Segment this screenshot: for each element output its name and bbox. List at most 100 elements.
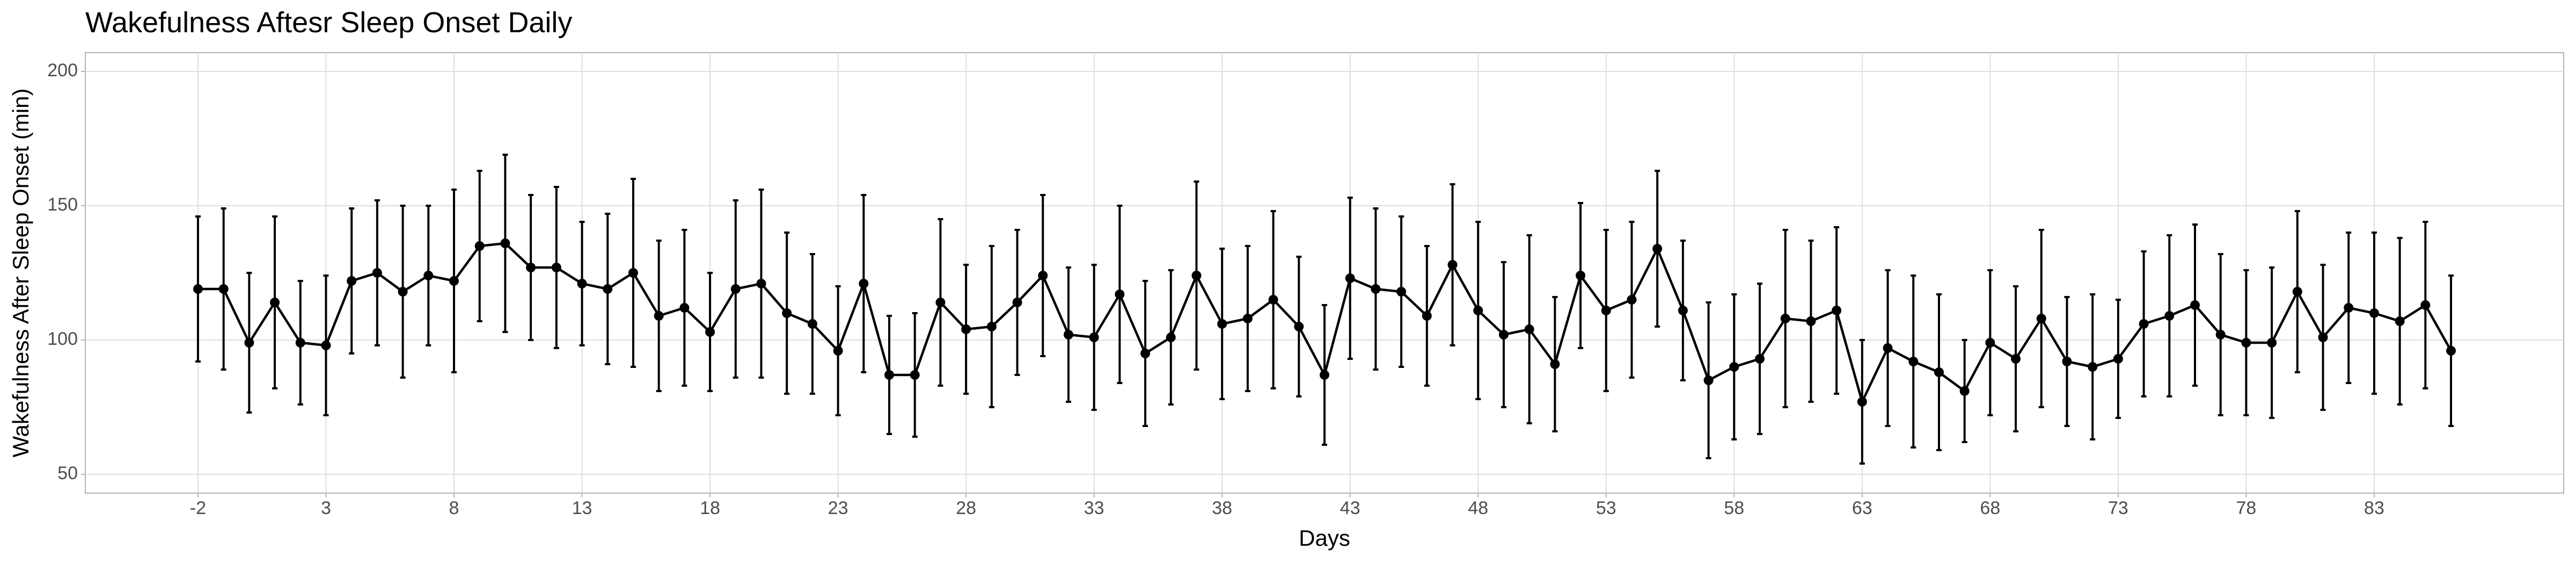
point	[1063, 330, 1073, 339]
point	[1806, 316, 1816, 326]
point	[1832, 306, 1842, 315]
point	[193, 284, 203, 294]
x-tick-label: 33	[1084, 498, 1104, 518]
point	[577, 279, 587, 288]
x-axis-title: Days	[1299, 525, 1350, 551]
point	[2113, 354, 2123, 364]
point	[730, 284, 741, 294]
x-tick-label: -2	[190, 498, 206, 518]
point	[1191, 271, 1202, 280]
point	[2190, 300, 2200, 310]
x-tick-label: 38	[1212, 498, 1232, 518]
point	[1576, 271, 1586, 280]
x-tick-label: 28	[956, 498, 976, 518]
point	[1115, 290, 1125, 299]
point	[347, 276, 357, 286]
point	[1550, 359, 1560, 369]
y-tick-label: 150	[47, 194, 78, 215]
x-tick-label: 43	[1340, 498, 1360, 518]
point	[2420, 300, 2431, 310]
point	[782, 308, 792, 318]
panel-border	[85, 52, 2564, 494]
x-tick-label: 58	[1724, 498, 1744, 518]
point	[859, 279, 869, 288]
point	[1959, 386, 1970, 396]
point	[654, 311, 664, 321]
point	[1089, 332, 1099, 342]
point	[2139, 319, 2149, 329]
point	[398, 287, 408, 297]
point	[1985, 338, 1995, 348]
point	[2344, 303, 2354, 313]
point	[551, 263, 561, 272]
point	[1371, 284, 1381, 294]
point	[474, 241, 485, 251]
point	[1703, 375, 1714, 385]
x-tick-label: 68	[1980, 498, 2000, 518]
point	[1166, 332, 1176, 342]
point	[1396, 287, 1407, 297]
point	[1934, 367, 1944, 377]
point	[1217, 319, 1227, 329]
point	[1422, 311, 1432, 321]
point	[321, 341, 331, 350]
point	[1320, 370, 1329, 380]
point	[833, 346, 843, 356]
point	[1857, 397, 1867, 407]
point	[961, 324, 971, 334]
y-tick-label: 100	[47, 329, 78, 349]
point	[2011, 354, 2021, 364]
point	[1652, 244, 1663, 254]
point	[1627, 295, 1637, 305]
point	[1678, 306, 1688, 315]
point	[372, 268, 382, 278]
x-tick-label: 8	[449, 498, 459, 518]
point	[449, 276, 459, 286]
point	[2241, 338, 2251, 348]
point	[1473, 306, 1483, 315]
point	[1601, 306, 1611, 315]
point	[526, 263, 536, 272]
point	[884, 370, 894, 380]
point	[295, 338, 305, 348]
x-tick-label: 63	[1852, 498, 1872, 518]
point	[807, 319, 817, 329]
point	[756, 279, 766, 288]
point	[1780, 314, 1790, 323]
point	[2164, 311, 2175, 321]
point	[986, 322, 997, 331]
point	[423, 271, 434, 280]
point	[1268, 295, 1278, 305]
x-tick-label: 78	[2236, 498, 2257, 518]
y-tick-label: 200	[47, 60, 78, 81]
point	[2446, 346, 2456, 356]
point	[1729, 362, 1739, 372]
point	[1908, 357, 1919, 366]
point	[2036, 314, 2046, 323]
point	[1755, 354, 1765, 364]
point	[910, 370, 920, 380]
point	[2062, 357, 2072, 366]
x-tick-label: 3	[321, 498, 331, 518]
point	[244, 338, 254, 348]
x-tick-label: 48	[1468, 498, 1488, 518]
point	[2395, 316, 2405, 326]
y-tick-label: 50	[57, 463, 78, 483]
point	[1242, 314, 1253, 323]
point	[218, 284, 229, 294]
point	[1883, 343, 1893, 353]
point	[1294, 322, 1304, 331]
point	[2215, 330, 2226, 339]
point	[2369, 308, 2379, 318]
point	[705, 327, 715, 337]
point	[1498, 330, 1509, 339]
y-axis-title: Wakefulness After Sleep Onset (min)	[8, 88, 33, 457]
point	[270, 298, 280, 307]
point	[2088, 362, 2098, 372]
point	[1140, 349, 1151, 358]
point	[2318, 332, 2328, 342]
point	[603, 284, 613, 294]
point	[2267, 338, 2277, 348]
